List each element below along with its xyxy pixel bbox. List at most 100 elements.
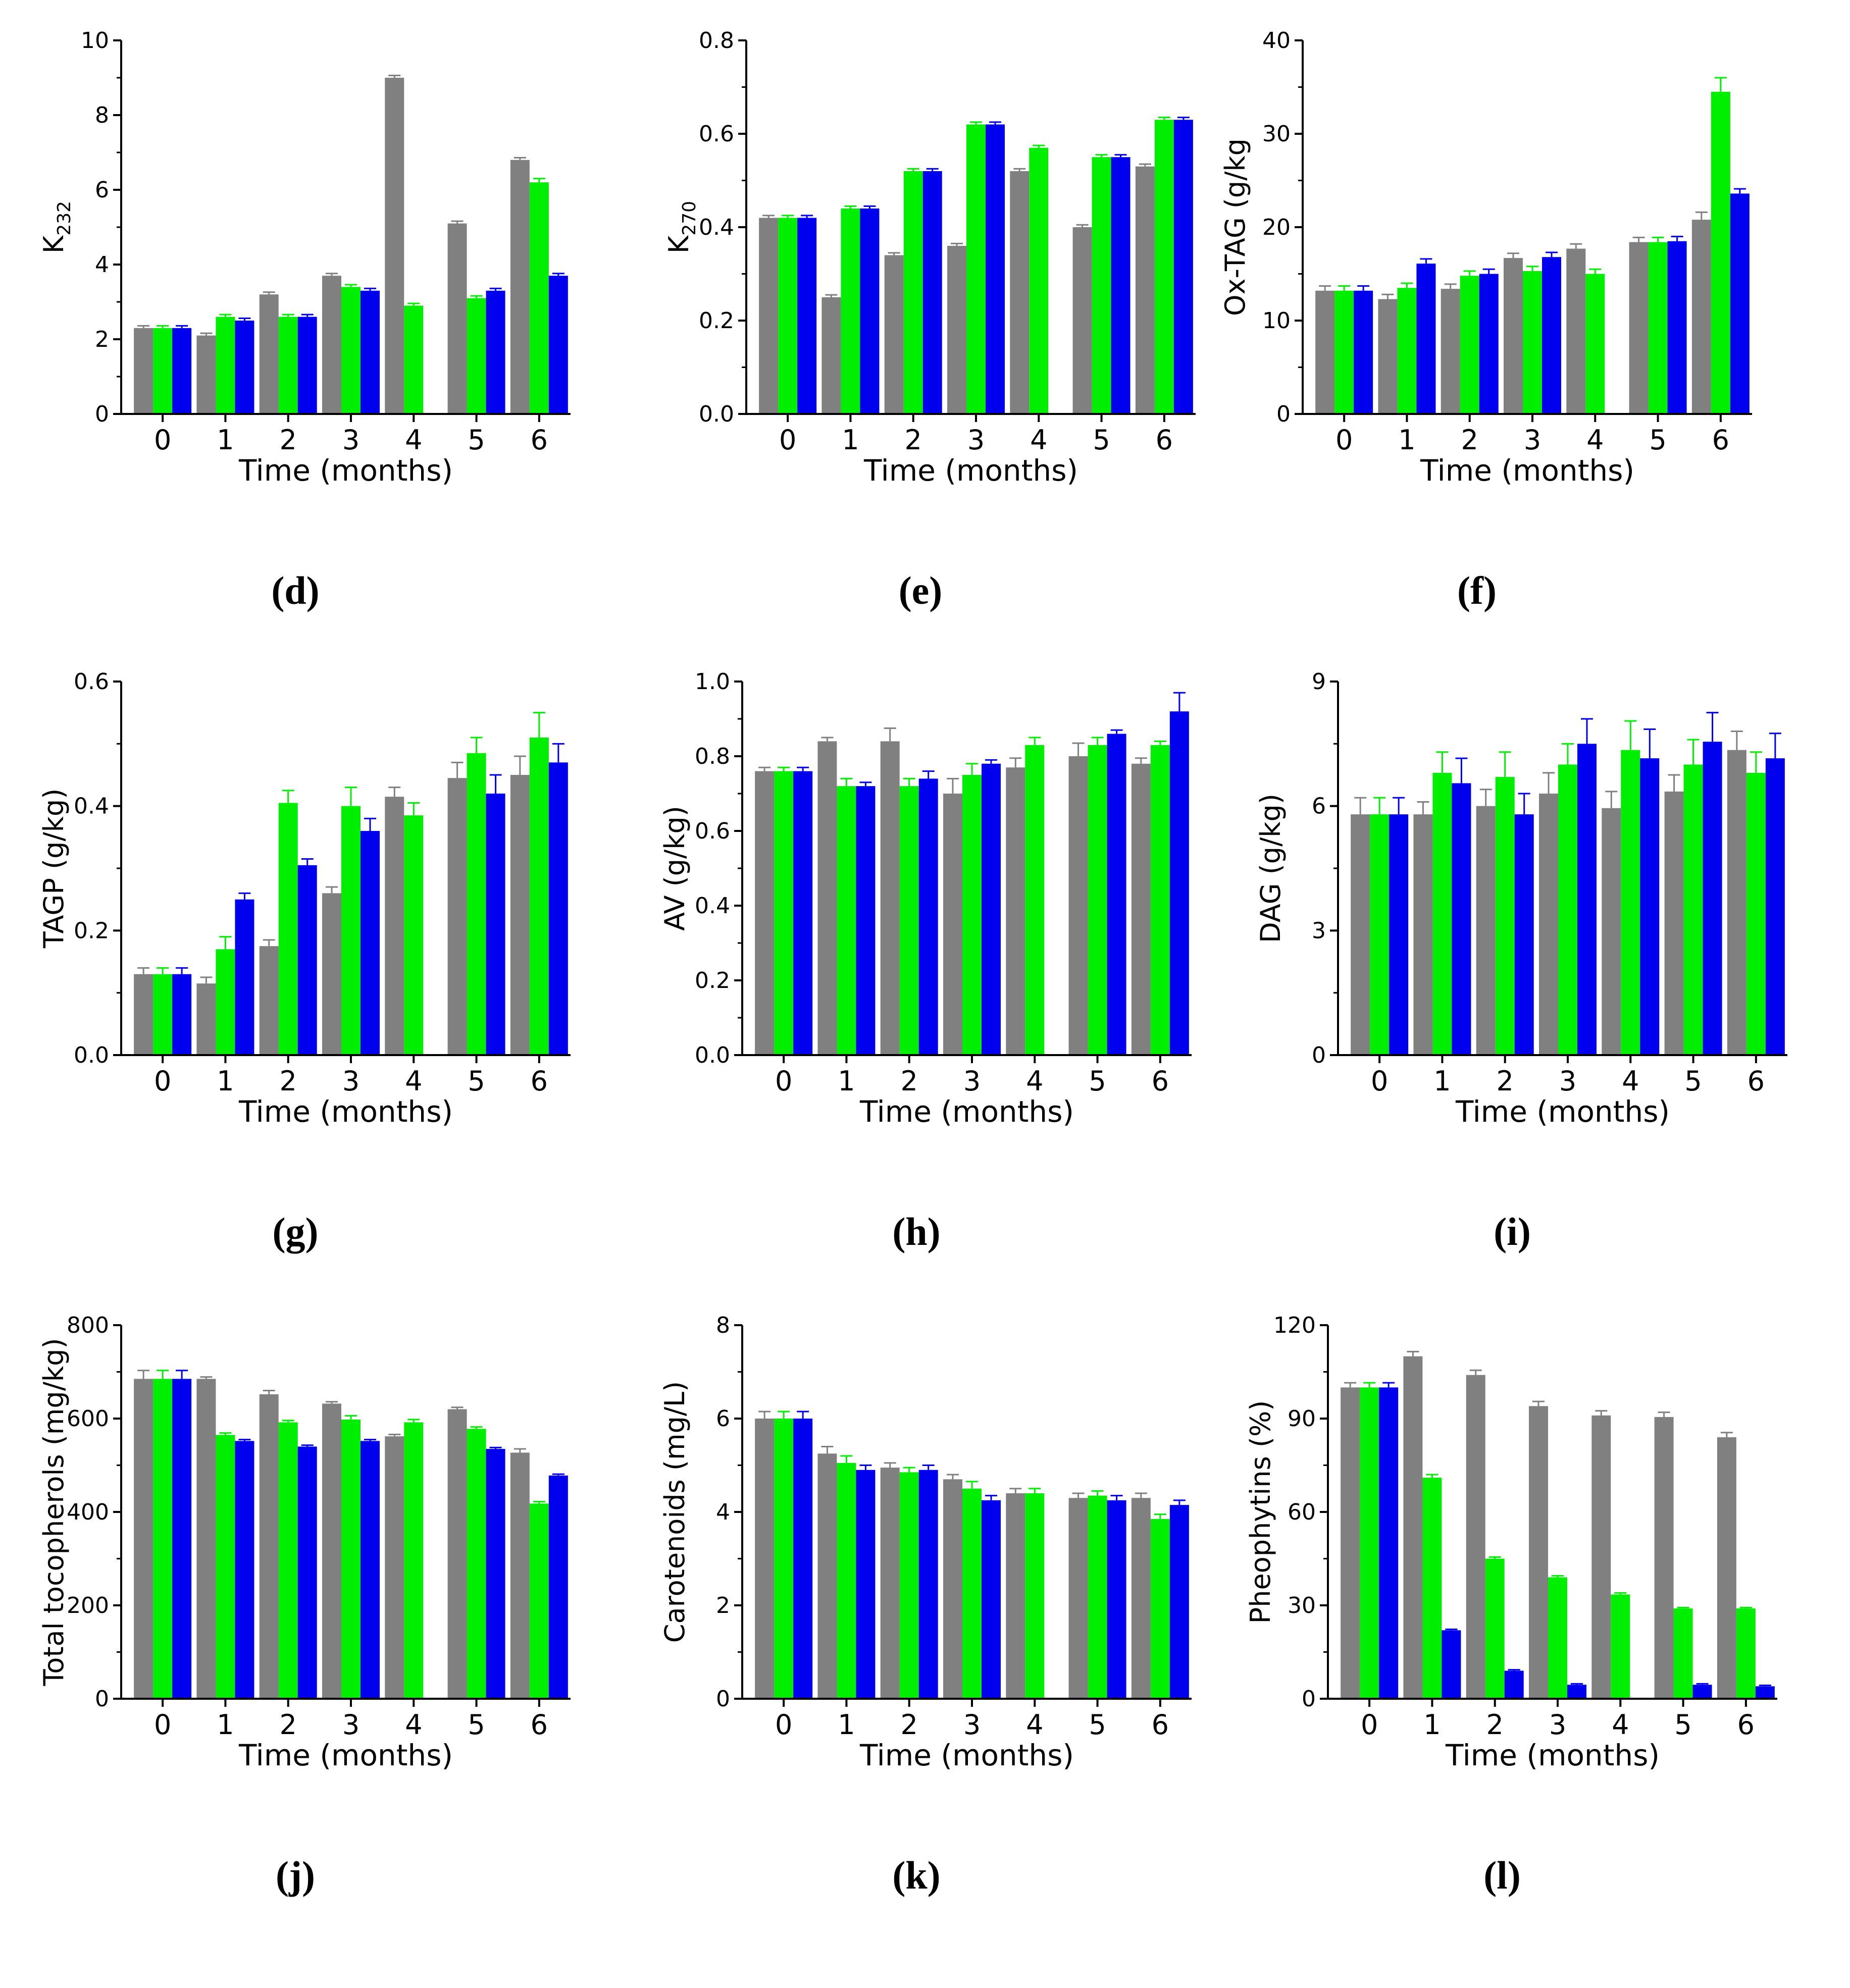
chart-carotenoids: 0 2 4 6 8 0 1 2 3 4 5 6 Time (months) Carotenoids (mg… — [659, 1313, 1192, 1772]
bar-K232-s0-c2 — [259, 294, 279, 414]
x-tick-label-5: 5 — [1684, 1065, 1702, 1097]
x-tick-label-4: 4 — [405, 424, 422, 456]
x-tick-label-1: 1 — [842, 424, 859, 456]
bar-K270-s0-c0 — [759, 218, 779, 414]
y-tick-label-2: 20 — [1262, 215, 1291, 240]
bar-K232-s1-c4 — [404, 305, 424, 414]
y-tick-label-1: 200 — [67, 1593, 109, 1618]
x-tick-label-2: 2 — [1497, 1065, 1514, 1097]
bar-TAGP-s0-c3 — [322, 893, 341, 1055]
bar-K270-s1-c0 — [778, 218, 798, 414]
bar-DAG-s1-c1 — [1432, 772, 1452, 1055]
bar-K232-s2-c6 — [548, 276, 568, 414]
bar-OxTAG-s1-c5 — [1648, 242, 1668, 414]
bar-DAG-s1-c0 — [1370, 814, 1390, 1055]
bar-DAG-s0-c6 — [1727, 750, 1746, 1055]
bar-AV-s0-c1 — [817, 741, 837, 1055]
y-tick-label-2: 4 — [95, 252, 109, 278]
x-axis-title: Time (months) — [863, 453, 1078, 488]
bar-Carotenoids-s0-c3 — [943, 1479, 962, 1699]
chart-dag: 0 3 6 9 0 1 2 3 4 5 6 Time (months) DAG (g/kg) — [1255, 669, 1787, 1129]
bar-K270-s2-c1 — [860, 208, 880, 414]
x-axis-title: Time (months) — [238, 453, 453, 488]
bar-Tocopherols-s1-c6 — [529, 1503, 549, 1699]
x-tick-label-6: 6 — [1152, 1709, 1169, 1741]
bar-K232-s0-c3 — [322, 276, 341, 414]
x-tick-label-1: 1 — [217, 1065, 234, 1097]
bar-K270-s2-c3 — [986, 124, 1005, 414]
bar-K232-s0-c4 — [385, 78, 404, 414]
x-tick-label-1: 1 — [1433, 1065, 1451, 1097]
bar-Carotenoids-s2-c0 — [793, 1419, 813, 1699]
x-tick-label-4: 4 — [1026, 1065, 1043, 1097]
chart-k232: 0 2 4 6 8 10 0 1 2 3 4 5 6 Time (months) K232 — [38, 28, 571, 488]
bar-K270-s0-c3 — [947, 246, 966, 414]
y-tick-label-0: 0 — [1276, 401, 1291, 427]
bar-Tocopherols-s1-c2 — [278, 1422, 298, 1699]
bar-TAGP-s2-c1 — [235, 899, 254, 1055]
y-tick-label-2: 0.4 — [695, 893, 730, 919]
x-tick-label-4: 4 — [1026, 1709, 1043, 1741]
x-tick-label-6: 6 — [1712, 424, 1729, 456]
y-tick-label-4: 0.8 — [699, 28, 734, 54]
bar-OxTAG-s1-c3 — [1523, 271, 1542, 414]
x-tick-label-0: 0 — [154, 424, 171, 456]
bar-Pheophytins-s1-c2 — [1485, 1558, 1505, 1699]
x-tick-label-5: 5 — [1674, 1709, 1691, 1741]
bar-Carotenoids-s0-c4 — [1006, 1493, 1025, 1699]
y-tick-label-0: 0 — [1302, 1686, 1316, 1712]
bar-TAGP-s1-c1 — [216, 949, 235, 1055]
y-tick-label-1: 2 — [95, 327, 109, 352]
x-tick-label-4: 4 — [1030, 424, 1047, 456]
bar-K232-s2-c2 — [297, 317, 317, 414]
y-tick-label-3: 30 — [1262, 121, 1291, 147]
bar-TAGP-s1-c4 — [404, 815, 424, 1055]
y-tick-label-2: 0.4 — [699, 215, 734, 240]
bar-Pheophytins-s1-c4 — [1611, 1594, 1630, 1699]
y-axis-title: K232 — [38, 201, 75, 253]
x-tick-label-3: 3 — [1524, 424, 1541, 456]
bar-AV-s0-c4 — [1006, 767, 1025, 1055]
caption-l: (l) — [1483, 1853, 1521, 1897]
y-tick-label-3: 9 — [1312, 669, 1326, 695]
bar-OxTAG-s2-c2 — [1479, 274, 1499, 414]
y-tick-label-0: 0 — [95, 1686, 109, 1712]
bar-TAGP-s2-c3 — [361, 831, 380, 1055]
bar-AV-s2-c2 — [918, 778, 938, 1055]
panel-dag: 0 3 6 9 0 1 2 3 4 5 6 Time (months) DAG (g/kg) (i) — [1222, 646, 1803, 1287]
x-tick-label-6: 6 — [531, 1065, 548, 1097]
x-tick-label-1: 1 — [838, 1709, 855, 1741]
bar-DAG-s0-c3 — [1539, 794, 1558, 1055]
y-tick-label-1: 0.2 — [695, 968, 730, 993]
x-tick-label-4: 4 — [1586, 424, 1604, 456]
chart-tocopherols: 0 200 400 600 800 0 1 2 3 4 5 6 Time (months) Total t… — [38, 1313, 571, 1772]
bar-Tocopherols-s2-c0 — [172, 1379, 192, 1699]
bar-Tocopherols-s2-c2 — [297, 1446, 317, 1699]
x-tick-label-0: 0 — [775, 1709, 792, 1741]
bar-K232-s1-c0 — [153, 328, 173, 414]
x-tick-label-3: 3 — [342, 424, 359, 456]
bar-AV-s2-c1 — [856, 786, 876, 1055]
bar-K270-s2-c0 — [797, 218, 817, 414]
bar-AV-s1-c0 — [774, 771, 794, 1055]
bar-TAGP-s0-c0 — [134, 974, 153, 1055]
y-tick-label-2: 0.4 — [74, 794, 109, 819]
x-axis-title: Time (months) — [1455, 1094, 1670, 1129]
y-tick-label-3: 90 — [1288, 1406, 1316, 1432]
bar-OxTAG-s2-c1 — [1416, 264, 1436, 414]
bar-K270-s2-c2 — [922, 171, 942, 414]
bar-DAG-s0-c2 — [1476, 806, 1496, 1055]
chart-av: 0.0 0.2 0.4 0.6 0.8 1.0 0 1 2 3 4 5 6 Time (months) AV… — [659, 669, 1192, 1129]
bar-Tocopherols-s0-c6 — [510, 1452, 530, 1699]
bar-Tocopherols-s0-c0 — [134, 1379, 153, 1699]
x-tick-label-0: 0 — [779, 424, 796, 456]
bar-Pheophytins-s2-c3 — [1567, 1685, 1586, 1699]
x-tick-label-3: 3 — [342, 1709, 359, 1741]
bar-Pheophytins-s1-c5 — [1673, 1608, 1693, 1699]
bar-Pheophytins-s1-c0 — [1360, 1387, 1379, 1699]
y-tick-label-1: 0.2 — [699, 308, 734, 334]
chart-tagp: 0.0 0.2 0.4 0.6 0 1 2 3 4 5 6 Time (months) TAGP (g/… — [38, 669, 571, 1129]
x-tick-label-2: 2 — [280, 1709, 297, 1741]
bar-Carotenoids-s1-c1 — [837, 1462, 856, 1699]
bar-OxTAG-s2-c5 — [1667, 241, 1687, 414]
